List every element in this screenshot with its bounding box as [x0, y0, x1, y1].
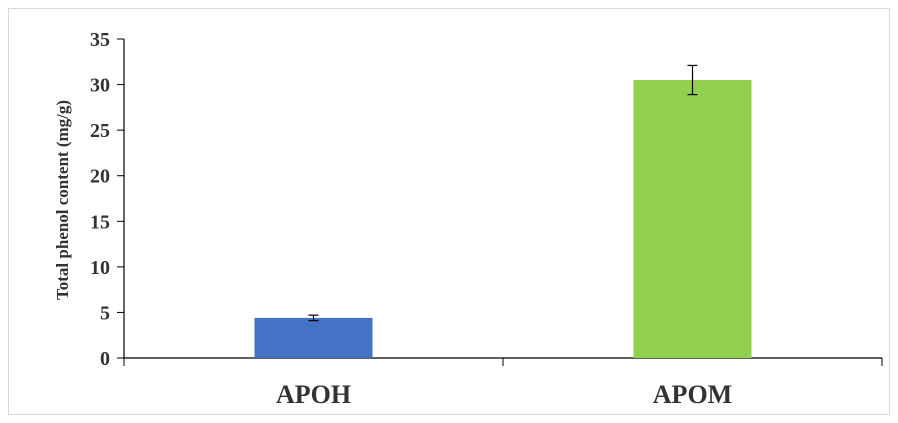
y-axis-label: Total phenol content (mg/g): [53, 100, 72, 300]
y-tick-label: 0: [100, 348, 110, 370]
bar-apom: [633, 80, 752, 358]
y-tick-label: 30: [90, 75, 110, 97]
y-tick-label: 10: [90, 257, 110, 279]
y-tick-label: 15: [90, 211, 110, 233]
bar-apoh: [254, 317, 373, 358]
y-tick-label: 20: [90, 166, 110, 188]
y-tick-label: 25: [90, 120, 110, 142]
x-category-label: APOH: [276, 380, 351, 409]
x-category-label: APOM: [653, 380, 732, 409]
y-tick-label: 5: [100, 302, 110, 324]
y-tick-label: 35: [90, 29, 110, 51]
